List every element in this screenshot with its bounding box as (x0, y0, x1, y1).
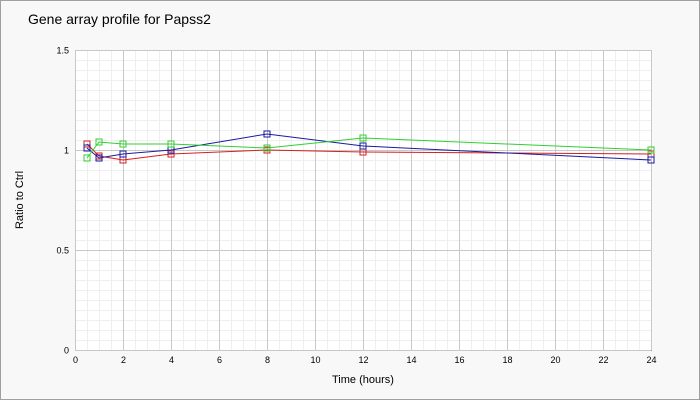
x-tick-label: 12 (358, 355, 368, 365)
x-tick-label: 22 (598, 355, 608, 365)
x-tick-label: 10 (310, 355, 320, 365)
y-tick-label: 0 (64, 346, 69, 356)
data-point (83, 140, 91, 148)
x-tick-label: 14 (406, 355, 416, 365)
x-tick-label: 16 (454, 355, 464, 365)
data-point (167, 140, 175, 148)
x-tick-label: 20 (550, 355, 560, 365)
series-2 (83, 130, 655, 164)
series-3 (83, 134, 655, 162)
y-tick-label: 1.5 (56, 46, 69, 56)
chart-title: Gene array profile for Papss2 (28, 11, 211, 27)
x-tick-label: 8 (265, 355, 270, 365)
data-point (167, 150, 175, 158)
data-point (95, 154, 103, 162)
data-point (359, 134, 367, 142)
x-tick-label: 18 (502, 355, 512, 365)
data-point (95, 138, 103, 146)
y-tick-label: 1 (64, 146, 69, 156)
grid-major (75, 50, 652, 351)
series-line (86, 133, 652, 161)
data-point (647, 146, 655, 154)
data-point (647, 156, 655, 164)
x-tick-label: 4 (169, 355, 174, 365)
x-tick-label: 24 (646, 355, 656, 365)
series-line (86, 143, 652, 161)
x-tick-label: 0 (73, 355, 78, 365)
data-point (83, 154, 91, 162)
data-point (119, 140, 127, 148)
series-layer (83, 130, 655, 164)
data-point (119, 150, 127, 158)
data-point (263, 144, 271, 152)
y-tick-label: 0.5 (56, 246, 69, 256)
x-tick-label: 6 (217, 355, 222, 365)
series-line (86, 137, 652, 159)
x-axis-label: Time (hours) (332, 374, 394, 386)
data-point (263, 130, 271, 138)
data-point (359, 142, 367, 150)
x-tick-label: 2 (121, 355, 126, 365)
data-point (83, 144, 91, 152)
